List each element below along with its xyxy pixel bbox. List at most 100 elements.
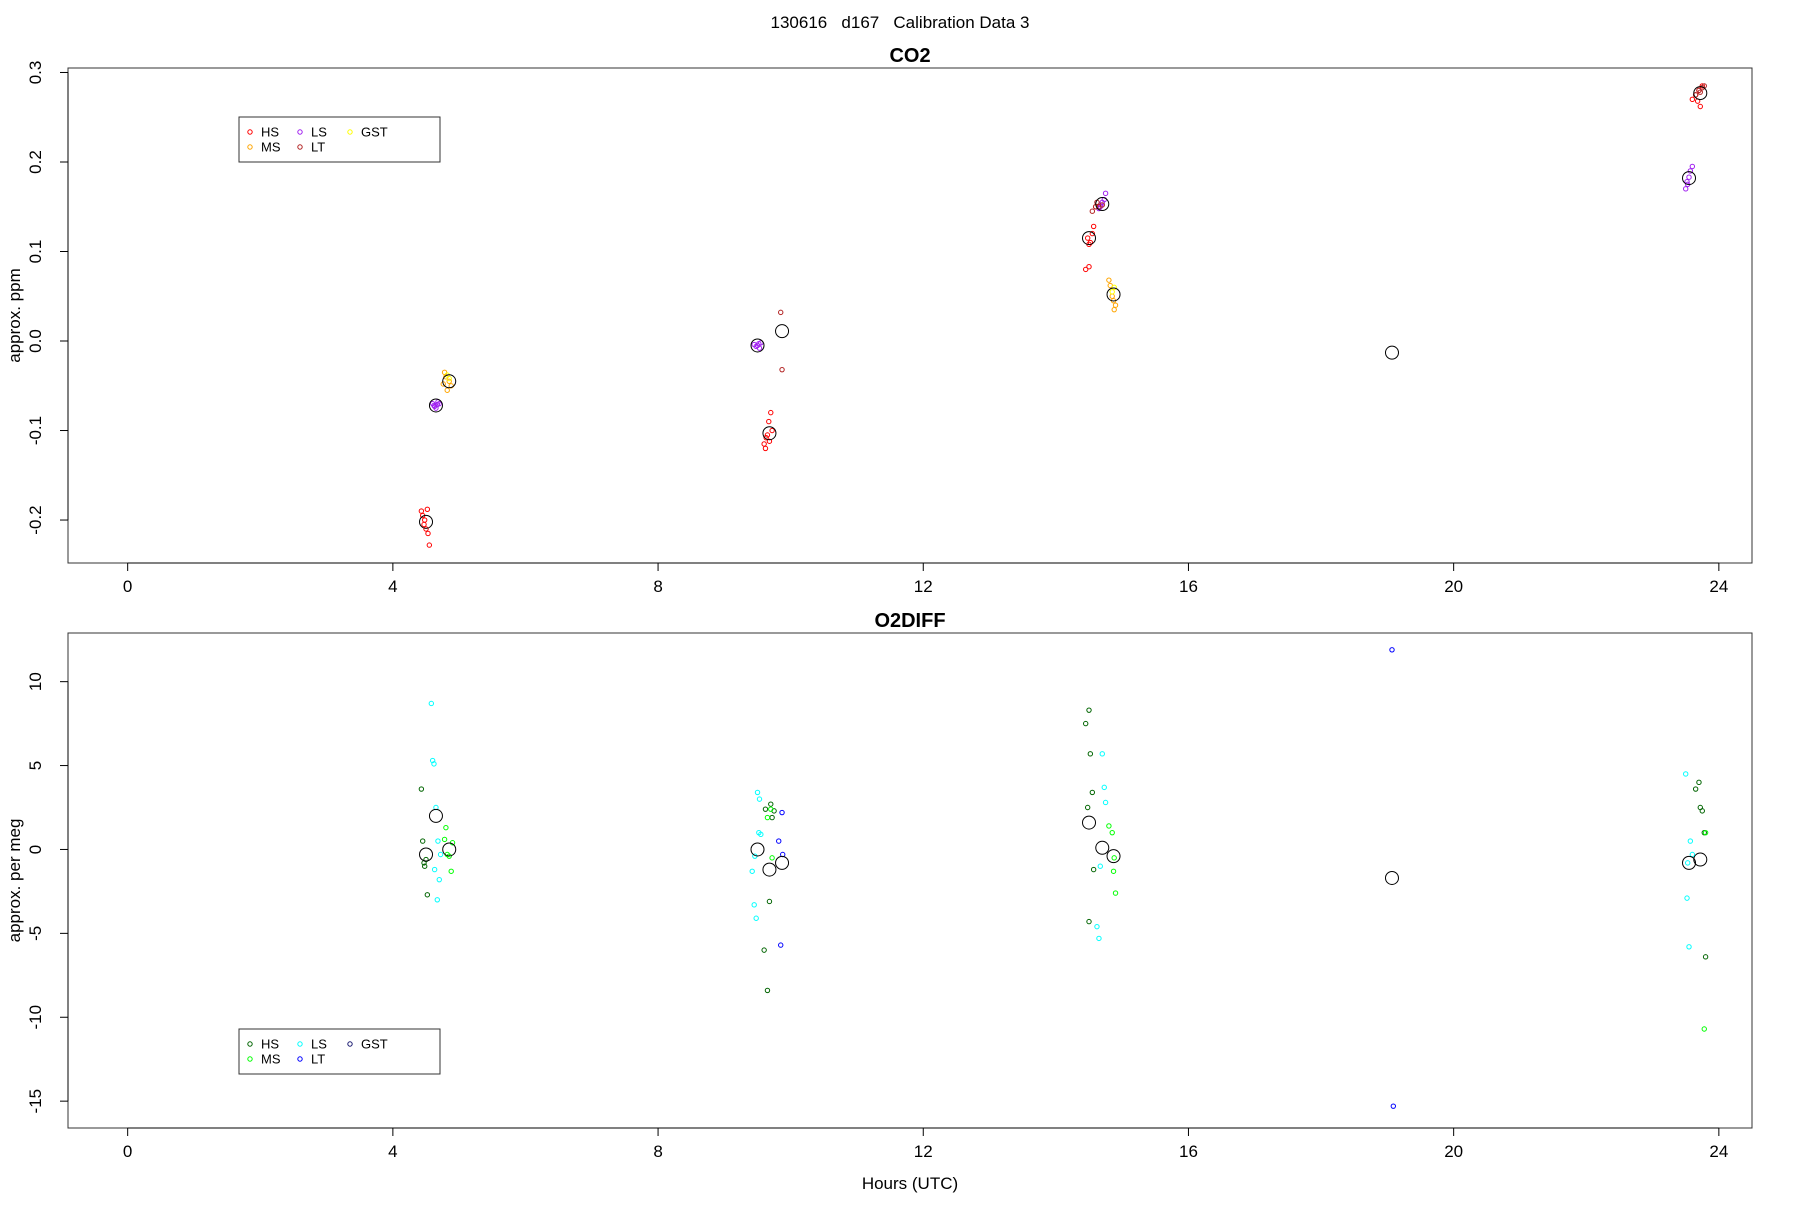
data-point — [1090, 223, 1097, 230]
y-tick-label: 0 — [26, 845, 45, 854]
mean-marker — [1682, 855, 1697, 870]
data-point — [766, 418, 772, 425]
legend-label: LT — [311, 1052, 325, 1067]
data-point — [1390, 1103, 1397, 1109]
data-point — [1106, 277, 1112, 283]
title-label: Calibration Data 3 — [893, 13, 1029, 32]
figure-title: 130616 d167 Calibration Data 3 — [771, 13, 1030, 32]
data-point — [1683, 771, 1689, 777]
mean-marker — [428, 808, 443, 823]
data-point — [761, 441, 767, 447]
data-point — [1097, 863, 1103, 869]
data-point — [1086, 707, 1092, 713]
data-point — [764, 987, 771, 994]
data-point — [1689, 96, 1696, 103]
legend-label: LT — [311, 140, 325, 155]
data-point — [1111, 306, 1117, 313]
mean-markers — [419, 808, 1708, 885]
y-tick-label: -15 — [26, 1089, 45, 1114]
data-point — [779, 366, 785, 373]
data-point — [441, 836, 448, 843]
data-point — [1112, 890, 1119, 896]
data-point — [429, 757, 436, 764]
data-point — [1086, 264, 1092, 270]
mean-marker — [1095, 840, 1110, 855]
y-tick-label: 0.3 — [26, 61, 45, 85]
data-point — [440, 381, 446, 387]
mean-marker — [419, 514, 434, 529]
y-tick-label: 0.0 — [26, 329, 45, 353]
mean-marker — [428, 398, 443, 413]
data-point — [768, 806, 774, 812]
data-point — [766, 898, 773, 905]
data-point — [1109, 829, 1115, 836]
mean-marker — [1082, 815, 1097, 830]
legend-marker — [347, 129, 353, 135]
data-point — [1683, 186, 1689, 192]
data-point — [418, 508, 425, 514]
data-point — [749, 868, 755, 874]
data-point — [441, 369, 448, 376]
data-point — [434, 401, 440, 408]
x-tick-label: 4 — [388, 1142, 397, 1161]
x-tick-label: 0 — [123, 577, 132, 596]
data-point — [1692, 786, 1699, 792]
data-point — [446, 375, 452, 382]
data-point — [431, 866, 438, 873]
y-axis-label: approx. per meg — [5, 819, 24, 943]
data-point — [756, 829, 762, 836]
data-point — [420, 838, 426, 844]
legend-entry-ls: LS — [297, 1037, 327, 1052]
data-point — [776, 838, 782, 844]
data-point — [779, 809, 785, 816]
data-point — [1699, 808, 1705, 814]
series-ls — [428, 700, 1696, 950]
legend-label: GST — [361, 1037, 388, 1052]
data-point — [1687, 168, 1694, 174]
data-point — [1084, 804, 1091, 811]
series-hs — [418, 707, 1709, 994]
legend-label: GST — [361, 125, 388, 140]
data-point — [428, 700, 435, 707]
x-tick-label: 16 — [1179, 1142, 1198, 1161]
mean-marker — [1106, 287, 1121, 302]
mean-marker — [762, 862, 777, 877]
data-point — [425, 530, 431, 537]
x-tick-label: 16 — [1179, 577, 1198, 596]
legend-label: MS — [261, 140, 281, 155]
x-tick-label: 8 — [653, 1142, 662, 1161]
data-point — [778, 309, 784, 316]
data-point — [1082, 266, 1089, 273]
legend-entry-ms: MS — [247, 1052, 281, 1067]
series-lt — [778, 83, 1707, 373]
data-point — [754, 789, 761, 796]
data-point — [1094, 923, 1100, 930]
data-point — [1689, 163, 1696, 170]
y-tick-label: 0.2 — [26, 150, 45, 174]
series-gst — [444, 284, 1117, 382]
data-point — [448, 868, 454, 874]
mean-marker — [1082, 231, 1097, 246]
data-point — [437, 851, 444, 858]
data-point — [778, 942, 784, 948]
mean-marker — [750, 338, 765, 353]
legend-entry-ms: MS — [247, 140, 281, 155]
data-point — [1702, 954, 1709, 960]
data-point — [1087, 751, 1094, 757]
series-ms — [441, 806, 1709, 1032]
data-point — [1699, 83, 1705, 89]
data-point — [1102, 190, 1109, 197]
data-point — [421, 521, 427, 528]
panel-title: CO2 — [889, 45, 930, 67]
mean-marker — [762, 426, 777, 441]
y-tick-label: 0.1 — [26, 240, 45, 264]
legend-entry-gst: GST — [347, 1037, 388, 1052]
data-point — [1099, 751, 1105, 757]
data-point — [421, 863, 428, 869]
data-point — [1697, 103, 1703, 110]
co2-panel: CO2 0 4 8 12 16 20 24 -0.2 -0.1 0.0 0.1 0.2 0.3 approx… — [5, 45, 1753, 596]
data-point — [1102, 799, 1109, 806]
data-point — [1702, 829, 1709, 836]
